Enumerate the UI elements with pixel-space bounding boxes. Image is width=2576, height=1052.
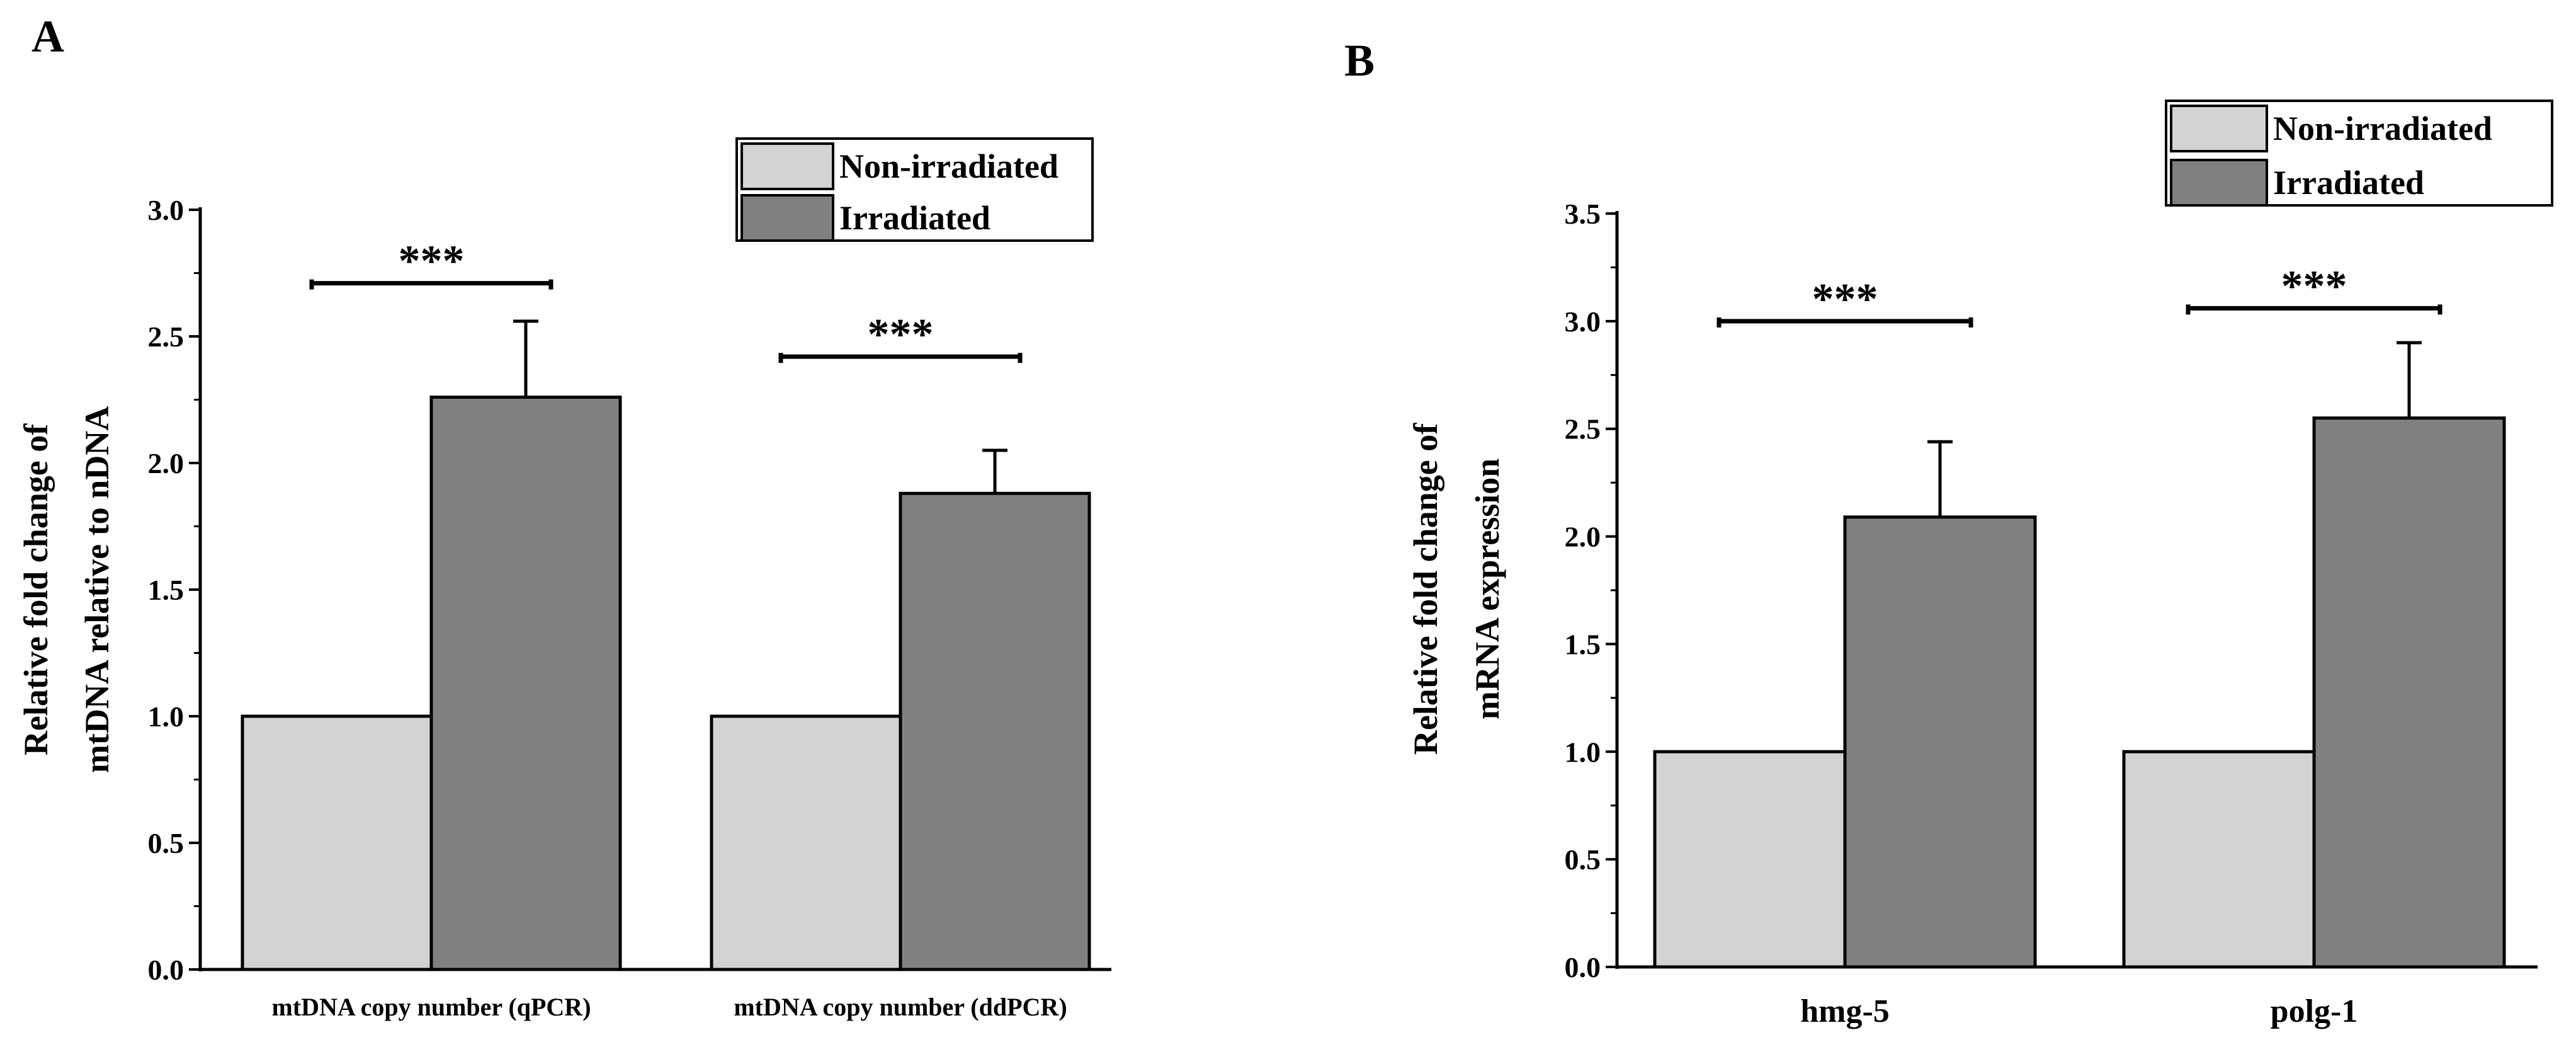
significance-label: ***	[1812, 275, 1878, 324]
bar-non-irradiated	[1653, 750, 1847, 969]
bar-non-irradiated	[710, 714, 902, 971]
significance-label: ***	[2281, 262, 2347, 311]
bar-irradiated	[2312, 416, 2506, 969]
significance-label: ***	[868, 311, 934, 359]
y-tick-label: 0.5	[148, 827, 184, 859]
y-tick-label: 0.0	[148, 954, 184, 986]
bar-irradiated	[1843, 515, 2037, 969]
significance-label: ***	[399, 237, 465, 286]
x-tick-label: polg-1	[2271, 993, 2358, 1029]
legend-swatch-non-irradiated	[740, 142, 834, 190]
legend-swatch-irradiated	[740, 194, 834, 242]
bar-non-irradiated	[241, 714, 433, 971]
bar-non-irradiated	[2122, 750, 2316, 969]
y-axis-label: Relative fold change of	[17, 423, 55, 755]
y-tick-label: 3.0	[1565, 306, 1601, 338]
panel-letter: B	[1344, 35, 1375, 86]
y-tick-label: 1.5	[148, 574, 184, 606]
legend-label: Irradiated	[2273, 164, 2424, 202]
legend-swatch-irradiated	[2170, 159, 2268, 207]
y-axis-label: mRNA expression	[1468, 459, 1506, 720]
y-tick-label: 3.0	[148, 194, 184, 226]
x-tick-label: mtDNA copy number (ddPCR)	[734, 993, 1067, 1021]
legend-label: Irradiated	[839, 199, 990, 237]
y-tick-label: 2.0	[1565, 521, 1601, 553]
y-tick-label: 1.5	[1565, 628, 1601, 660]
y-tick-label: 0.5	[1565, 843, 1601, 876]
x-tick-label: mtDNA copy number (qPCR)	[271, 993, 591, 1021]
y-tick-label: 1.0	[1565, 736, 1601, 768]
legend-label: Non-irradiated	[2273, 110, 2492, 147]
y-axis-label: mtDNA relative to nDNA	[78, 406, 116, 773]
y-tick-label: 1.0	[148, 700, 184, 733]
y-tick-label: 2.5	[1565, 413, 1601, 445]
legend-swatch-non-irradiated	[2170, 105, 2268, 152]
x-tick-label: hmg-5	[1800, 993, 1890, 1029]
y-tick-label: 2.0	[148, 447, 184, 479]
bar-irradiated	[899, 491, 1091, 971]
legend-label: Non-irradiated	[839, 147, 1058, 185]
y-axis-label: Relative fold change of	[1407, 423, 1444, 755]
panel-letter: A	[31, 11, 64, 62]
y-tick-label: 3.5	[1565, 198, 1601, 230]
y-tick-label: 2.5	[148, 321, 184, 353]
y-tick-label: 0.0	[1565, 951, 1601, 983]
bar-irradiated	[429, 395, 622, 971]
